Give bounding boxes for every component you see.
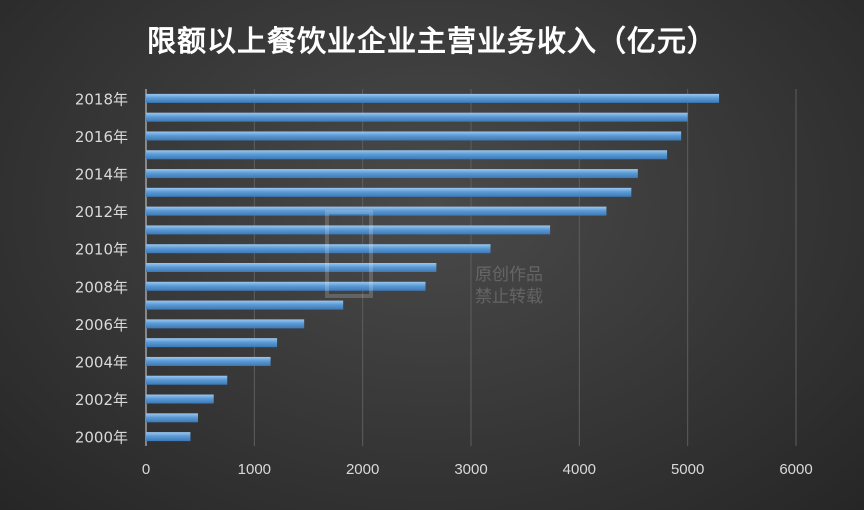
bars <box>146 93 720 442</box>
x-tick-label: 5000 <box>671 461 704 478</box>
x-tick-label: 6000 <box>779 461 812 478</box>
bar <box>146 150 668 160</box>
x-tick-label: 4000 <box>563 461 596 478</box>
bar <box>146 93 720 103</box>
bar <box>146 112 688 122</box>
x-tick-label: 2000 <box>346 461 379 478</box>
bar <box>146 169 638 179</box>
watermark-line2: 禁止转载 <box>475 287 543 307</box>
x-tick-label: 1000 <box>238 461 271 478</box>
watermark: 原创作品 禁止转载 <box>325 210 555 307</box>
y-tick-label: 2012年 <box>75 203 128 221</box>
bar <box>146 394 214 404</box>
y-tick-label: 2004年 <box>75 353 128 371</box>
bar <box>146 375 228 385</box>
bar <box>146 319 305 329</box>
bar <box>146 225 551 235</box>
y-tick-label: 2018年 <box>75 90 128 108</box>
y-tick-label: 2016年 <box>75 128 128 146</box>
bar <box>146 413 198 423</box>
x-tick-label: 3000 <box>454 461 487 478</box>
y-tick-label: 2000年 <box>75 429 128 447</box>
y-tick-label: 2006年 <box>75 316 128 334</box>
bar <box>146 263 437 272</box>
watermark-line1: 原创作品 <box>475 265 543 285</box>
bar <box>146 187 632 197</box>
bar <box>146 281 426 291</box>
y-tick-label: 2002年 <box>75 391 128 409</box>
x-axis-labels: 0 1000 2000 3000 4000 5000 6000 <box>142 461 813 478</box>
bar <box>146 131 682 141</box>
bar <box>146 432 191 442</box>
y-tick-label: 2010年 <box>75 241 128 259</box>
chart-title: 限额以上餐饮业企业主营业务收入（亿元） <box>146 24 717 58</box>
bar <box>146 244 491 254</box>
bar <box>146 300 344 310</box>
y-tick-label: 2008年 <box>75 278 128 296</box>
x-tick-label: 0 <box>142 461 150 478</box>
watermark-logo-icon <box>325 210 373 298</box>
bar <box>146 338 278 348</box>
bar <box>146 356 271 366</box>
bar <box>146 206 607 216</box>
y-axis-labels: 2000年 2002年 2004年 2006年 2008年 2010年 2012年 2014年… <box>75 90 128 446</box>
y-tick-label: 2014年 <box>75 166 128 184</box>
